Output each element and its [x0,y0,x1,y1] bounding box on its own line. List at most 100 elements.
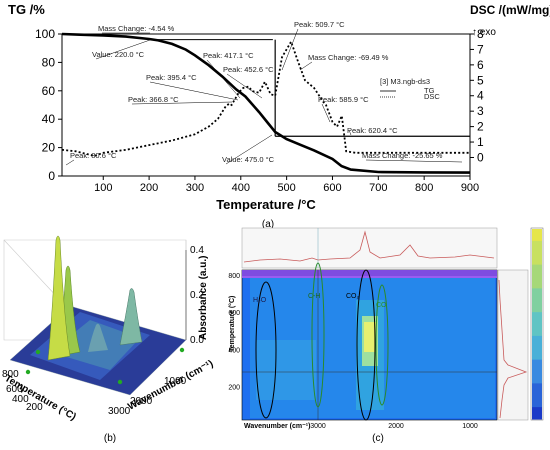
colorbar-cell [532,244,542,250]
annotation-leader [95,39,151,60]
temp-tick-label: 600 [323,182,341,194]
panel-b: 0.00.20.4 Absorbance (a.u.) 800600400200… [2,235,215,444]
colorbar-cell [532,304,542,309]
ellipse-co2 [356,269,376,421]
tg-tick-label: 80 [42,55,56,69]
annotation-leader [131,101,233,105]
temperature-tick-c: 200 [228,384,240,391]
absorbance-tick: 0.4 [190,245,204,256]
annotation-leader [149,81,239,101]
colorbar-cell [532,232,542,238]
temp-tick-label: 700 [369,182,387,194]
temperature-x-ticks: 100 200 300 400 500 600 700 800 900 [94,176,479,194]
colorbar [532,229,542,420]
colorbar-cell [532,363,542,369]
annotation-leader [299,61,313,71]
panel-c-caption: (c) [372,433,384,444]
temp-tick-label: 500 [277,182,295,194]
annotation-leader [281,28,299,71]
ellipse-ch [311,262,325,408]
annotation-text: Peak: 620.4 °C [347,126,398,135]
legend-tg-label: TG [424,86,435,95]
colorbar-cell [532,411,542,416]
colorbar-cell [532,296,542,301]
tg-tick-label: 20 [42,141,56,155]
colorbar-cell [532,383,542,388]
peak-main [47,235,71,361]
colorbar-cell [532,324,542,329]
colorbar-cell [532,331,542,337]
absorbance-tick: 0.0 [190,335,204,346]
label-ch: C-H [308,293,320,300]
label-co2: CO₂ [346,293,360,300]
annotation-text: Peak: 452.6 °C [223,65,274,74]
temperature-ticks-c: 200 400 600 800 [228,273,240,391]
wavenumber-tick-b: 3000 [108,406,131,417]
tg-tick-label: 100 [35,27,55,41]
colorbar-cell [532,375,542,380]
colorbar-cell [532,292,542,297]
dsc-y-ticks: 012 34 56 78 [470,27,484,164]
legend-file-label: [3] M3.ngb-ds3 [380,77,430,86]
annotation-text: Peak: 395.4 °C [146,73,197,82]
colorbar-cell [532,395,542,400]
dsc-tick-label: 1 [477,135,484,149]
colorbar-cell [532,248,542,254]
colorbar-cell [532,229,542,234]
annotation-leader [365,159,463,163]
wavenumber-tick-c: 2000 [388,423,404,430]
colorbar-cell [532,308,542,313]
dsc-tick-label: 7 [477,42,484,56]
panel-c: 200 400 600 800 Temperature (°C) 3000 2000 10… [228,227,544,444]
temp-tick-label: 400 [232,182,250,194]
colorbar-cell [532,339,542,345]
colorbar-cell [532,236,542,242]
colorbar-cell [532,256,542,262]
peak-h2o [119,288,143,346]
annotation-text: Mass Change: -4.54 % [98,24,175,33]
wavenumber-tick-c: 1000 [462,423,478,430]
colorbar-cell [532,240,542,246]
temperature-tick-c: 400 [228,347,240,354]
wavenumber-ticks-c: 3000 2000 1000 [310,423,478,430]
annotation-text: Value: 475.0 °C [222,155,275,164]
ellipse-h2o [255,281,277,419]
annotation-text: Value: 220.0 °C [92,50,145,59]
tg-dsc-plot-area [61,33,471,177]
temperature-tick-b: 400 [12,394,29,405]
tg-tick-label: 60 [42,84,56,98]
tg-curve [61,32,471,174]
colorbar-cell [532,320,542,325]
colorbar-cell [532,335,542,341]
colorbar-cell [532,260,542,266]
colorbar-cell [532,288,542,293]
annotation-leader [226,73,263,99]
colorbar-cell [532,327,542,333]
temp-tick-label: 200 [140,182,158,194]
tg-tick-label: 40 [42,112,56,126]
colorbar-cell [532,272,542,277]
colorbar-cell [532,407,542,412]
temperature-x-label: Temperature /°C [216,197,316,212]
annotation-text: Mass Change: -25.65 % [362,151,443,160]
wavenumber-tick-c: 3000 [310,423,326,430]
annotation-text: Peak: 80.6 °C [70,151,117,160]
colorbar-cell [532,367,542,372]
colorbar-cell [532,264,542,270]
exo-label: ↑ exo [472,27,496,38]
absorbance-tick: 0.2 [190,290,204,301]
colorbar-cell [532,399,542,404]
colorbar-cell [532,268,542,274]
temperature-tick-c: 800 [228,273,240,280]
absorbance-ticks: 0.0 0.2 0.4 [190,245,204,346]
annotation-text: Peak: 366.8 °C [128,95,179,104]
dsc-tick-label: 2 [477,120,484,134]
colorbar-cell [532,316,542,321]
dsc-tick-label: 0 [477,150,484,164]
colorbar-cell [532,347,542,353]
dsc-tick-label: 6 [477,58,484,72]
